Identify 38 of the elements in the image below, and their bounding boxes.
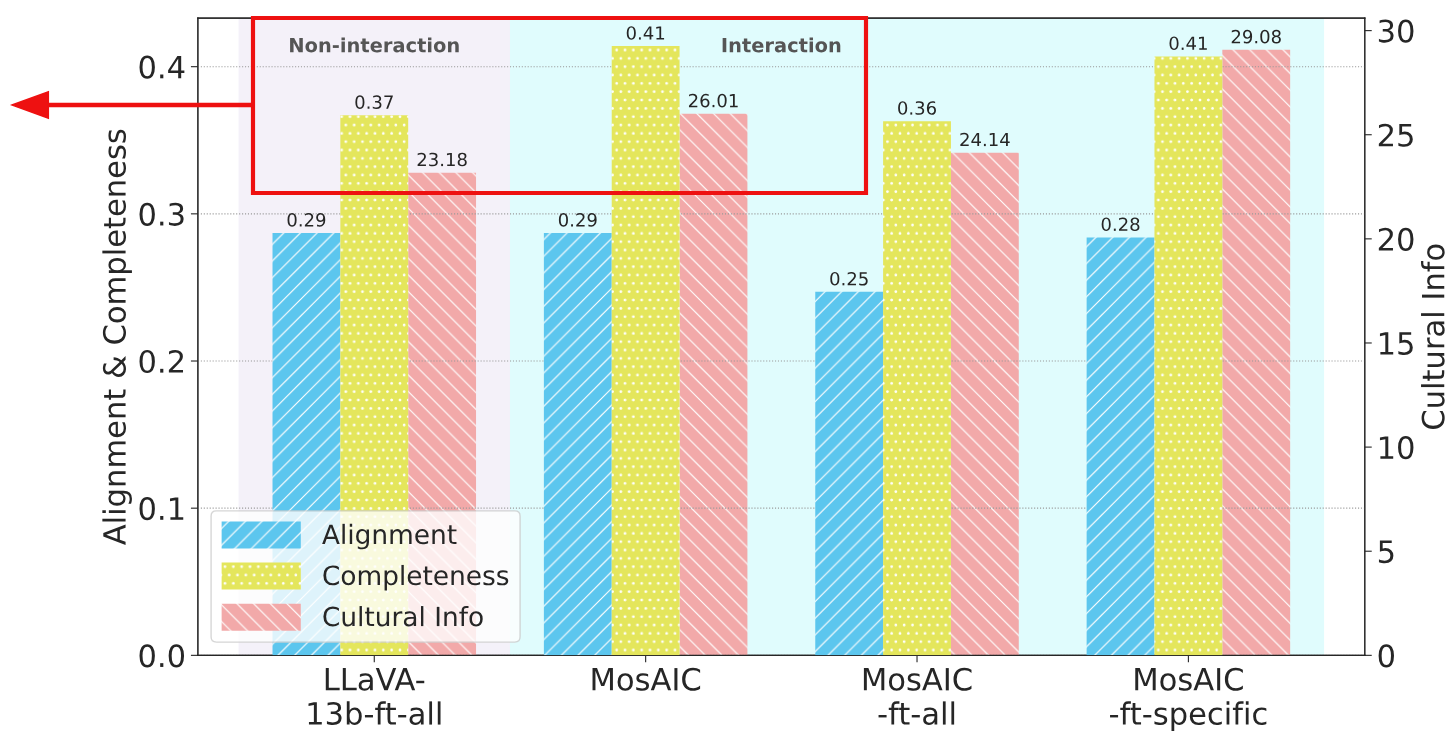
y2-tick-label: 5 [1378,540,1394,564]
legend-label: Alignment [322,523,457,550]
data-label: 0.28 [1101,217,1140,232]
y2-tick-label: 0 [1378,644,1395,668]
data-label: 0.36 [898,101,936,115]
data-label: 0.29 [287,213,326,227]
bar [815,291,884,656]
bar [1086,237,1155,656]
data-label: 0.37 [355,95,393,109]
legend-label: Cultural Info [323,606,483,627]
data-label: 0.41 [626,26,665,40]
x-tick-label: MosAIC -ft-specific [1110,667,1267,731]
data-label: 0.25 [830,271,868,286]
y-tick-label: 0.4 [139,55,185,79]
y-tick-label: 0.3 [139,202,184,226]
y2-tick-label: 15 [1379,332,1413,356]
bar [543,232,612,656]
y-tick-label: 0.1 [139,497,184,521]
data-label: 0.29 [558,213,597,227]
legend-label: Completeness [323,564,509,591]
y-axis-title: Alignment & Completeness [102,129,132,546]
data-label: 23.18 [417,152,467,167]
y-tick-label: 0.2 [139,349,184,374]
x-tick-label: MosAIC -ft-all [863,667,972,726]
data-label: 29.08 [1231,29,1281,44]
data-label: 24.14 [960,132,1010,147]
y2-tick-label: 30 [1378,19,1414,43]
y2-tick-label: 25 [1378,123,1413,147]
x-tick-label: MosAIC [592,667,701,691]
x-tick-label: LLaVA- 13b-ft-all [308,668,441,726]
data-label: 26.01 [688,93,738,108]
y-tick-label: 0.0 [139,644,185,668]
data-label: 0.41 [1169,36,1207,51]
band-label: Non-interaction [290,37,459,53]
band-label: Interaction [722,37,841,53]
y2-axis-title: Cultural Info [1421,244,1445,429]
y2-tick-label: 20 [1378,227,1414,251]
y2-tick-label: 10 [1379,436,1414,460]
